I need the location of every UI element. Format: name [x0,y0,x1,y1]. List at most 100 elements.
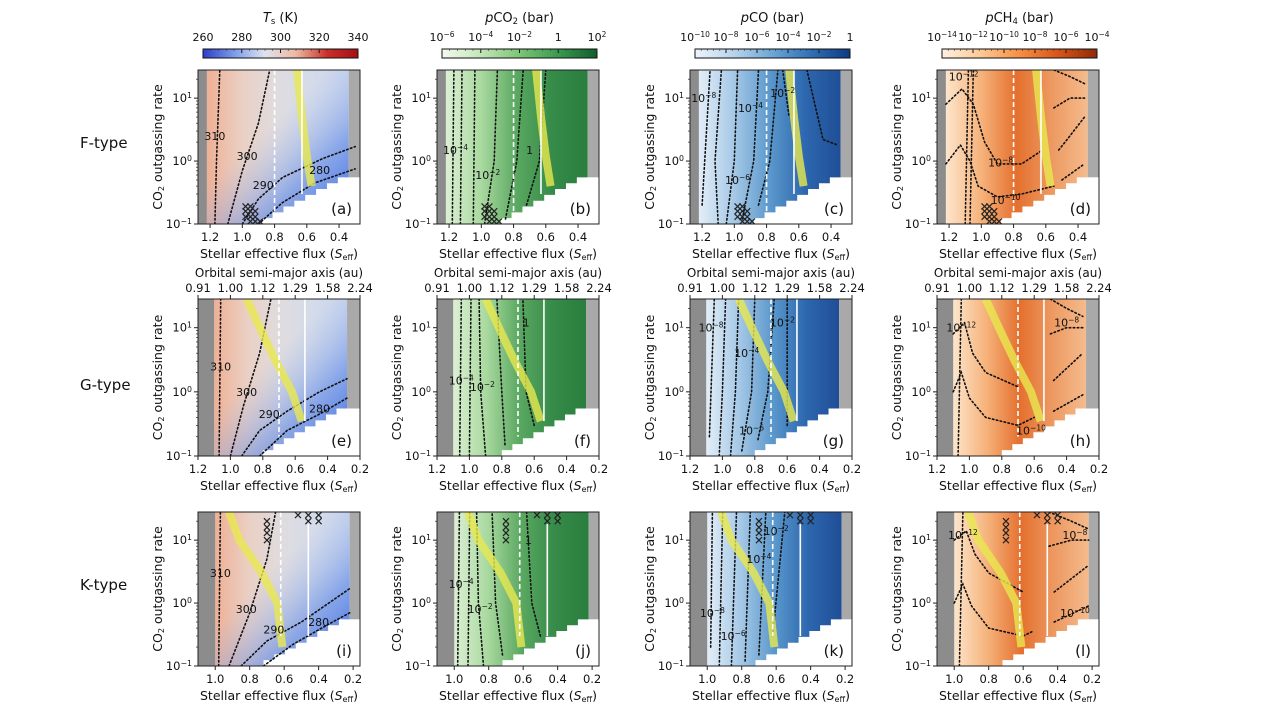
x-tick-label: 0.6 [286,462,304,476]
text-base: 10 [172,321,187,335]
text-base: 10 [449,375,463,388]
unstable-region [502,619,599,666]
unstable-region [753,177,852,224]
text-segment: 2 [895,417,905,422]
y-axis-label: CO2 outgassing rate [642,526,658,652]
yellow-band [717,512,779,648]
contour-line [953,582,1033,637]
top-tick-label: 0.91 [677,281,703,295]
cross-marker [543,517,551,525]
text-segment: CO [150,422,165,441]
left-gray-region [937,70,946,224]
x-tick-label: 1.0 [460,462,478,476]
text-segment: (K) [275,11,298,26]
text-base: 10 [166,659,181,673]
text-segment: 2 [895,186,905,191]
right-gray-region [586,299,599,409]
text-base: 10 [664,91,679,105]
colorbar-title: pCH4 (bar) [984,11,1053,26]
text-base: 10 [746,553,760,566]
text-segment: Stellar effective flux ( [439,478,574,493]
text-segment: CO [150,191,165,210]
text-segment: eff [835,484,846,494]
contour-line [957,299,963,456]
cross-marker [502,536,510,544]
contour-line [468,299,472,456]
contour-line [456,512,461,666]
text-base: 10 [1084,31,1098,44]
colorbar-tick-label: 10−6 [1053,30,1078,45]
right-gray-region [1088,512,1099,620]
x-tick-label: 0.4 [569,230,587,244]
text-base: 10 [166,217,181,231]
x-tick-label: 1.0 [713,462,731,476]
text-segment: S [335,688,343,703]
text-exponent: −2 [784,86,795,95]
text-segment: Stellar effective flux ( [200,246,335,261]
text-base: 10 [713,31,727,44]
panel-k: 10−810−610−410−2(k)1.0 0.8 0.6 0.4 0.2Stella… [642,511,854,704]
text-base: 10 [664,596,679,610]
left-gray-region [198,512,216,666]
contour-label: 290 [259,408,280,421]
contour-label: 10−4 [449,577,474,592]
y-axis-label: CO2 outgassing rate [150,314,166,440]
y-axis-label: CO2 outgassing rate [642,314,658,440]
text-exponent: −6 [735,628,746,637]
text-exponent: 1 [679,320,684,329]
colorbar-tick-label: 10−4 [468,30,493,45]
contour-label: 10−4 [449,373,474,388]
colorbar-tick-label: 10−8 [713,30,738,45]
text-exponent: 0 [926,384,931,393]
top-tick-label: 1.00 [957,281,983,295]
x-tick-label: 0.6 [514,672,532,686]
contour-label: 10−2 [770,315,795,330]
plot-area: 10−12 10−810−10 [937,512,1099,666]
y-axis-label: CO2 outgassing rate [389,314,405,440]
text-exponent: 0 [679,596,684,605]
x-tick-label: 0.8 [480,672,498,686]
x-tick-label: 0.8 [980,672,998,686]
text-exponent: 0 [426,384,431,393]
y-tick-label: 100 [664,596,684,611]
contour-line [217,512,222,666]
text-base: 10 [725,174,739,187]
text-base: 10 [738,102,752,115]
colorbar-tick-label: 10−4 [1084,30,1109,45]
text-exponent: −10 [1005,193,1021,202]
text-exponent: −4 [760,552,771,561]
text-segment: S [827,478,835,493]
text-base: 10 [806,31,820,44]
contour-line [744,512,752,662]
text-exponent: −4 [463,577,474,586]
plot-frame [436,69,600,225]
x-tick-label: 0.4 [309,672,327,686]
text-segment: ) [1092,478,1097,493]
text-exponent: −12 [972,30,988,39]
text-exponent: −4 [789,30,800,39]
x-tick-label: 0.8 [493,462,511,476]
text-segment: Stellar effective flux ( [939,478,1074,493]
text-exponent: 1 [426,91,431,100]
text-base: 10 [507,31,521,44]
text-exponent: −10 [1003,30,1019,39]
x-tick-label: 1.2 [940,230,958,244]
contour-line [478,299,487,456]
x-tick-label: 0.6 [778,462,796,476]
colorbar-pco2: pCO2 (bar)10−6 10−4 10−2 1 102 [429,11,606,59]
text-base: 10 [1022,31,1036,44]
yellow-band [1032,70,1055,187]
text-base: 10 [949,71,963,84]
y-tick-label: 101 [911,91,931,106]
panel-letter: (g) [823,432,844,450]
text-exponent: 0 [426,154,431,163]
contour-label: 10−12 [949,69,979,84]
text-base: 10 [991,194,1005,207]
cross-marker [554,512,562,519]
text-segment: ) [353,688,358,703]
contour-label: 1 [525,534,532,547]
y-tick-label: 100 [172,384,192,399]
text-base: 10 [172,385,187,399]
